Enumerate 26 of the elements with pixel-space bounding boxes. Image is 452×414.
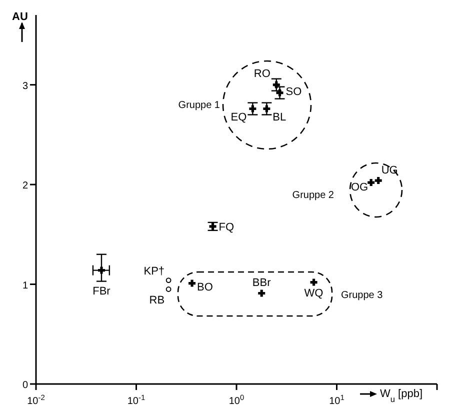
series-label: UG	[381, 164, 398, 177]
series-label: BL	[272, 112, 286, 124]
series-label: RO	[254, 68, 271, 80]
series-label: BO	[197, 281, 214, 294]
y-tick-label: 3	[22, 80, 28, 92]
annotation: Gruppe 3	[341, 290, 384, 301]
series-label: FBr	[92, 285, 111, 298]
y-tick-label: 0	[22, 380, 28, 391]
x-axis-title: W$_{u}$ [ppb]	[380, 388, 423, 404]
y-tick-label: 2	[22, 180, 28, 192]
y-axis-title: AU	[12, 11, 28, 23]
series-label: WQ	[304, 287, 324, 300]
annotation: Gruppe 2	[292, 190, 334, 201]
x-tick-label: 10$^{-1}$	[127, 392, 146, 407]
x-tick-label: 10$^{0}$	[228, 392, 244, 407]
series-label: RB	[149, 294, 165, 306]
y-tick-label: 1	[22, 280, 28, 292]
series-label: OG	[350, 182, 368, 194]
series-label: BBr	[252, 277, 272, 290]
series-label: FQ	[218, 221, 235, 234]
series-label: SO	[286, 86, 302, 98]
series-label: EQ	[230, 112, 248, 124]
annotation: Gruppe 1	[178, 100, 220, 111]
series-label: KP†	[144, 265, 165, 278]
x-tick-label: 10$^{-2}$	[27, 392, 45, 407]
x-tick-label: 10$^{1}$	[329, 392, 344, 407]
